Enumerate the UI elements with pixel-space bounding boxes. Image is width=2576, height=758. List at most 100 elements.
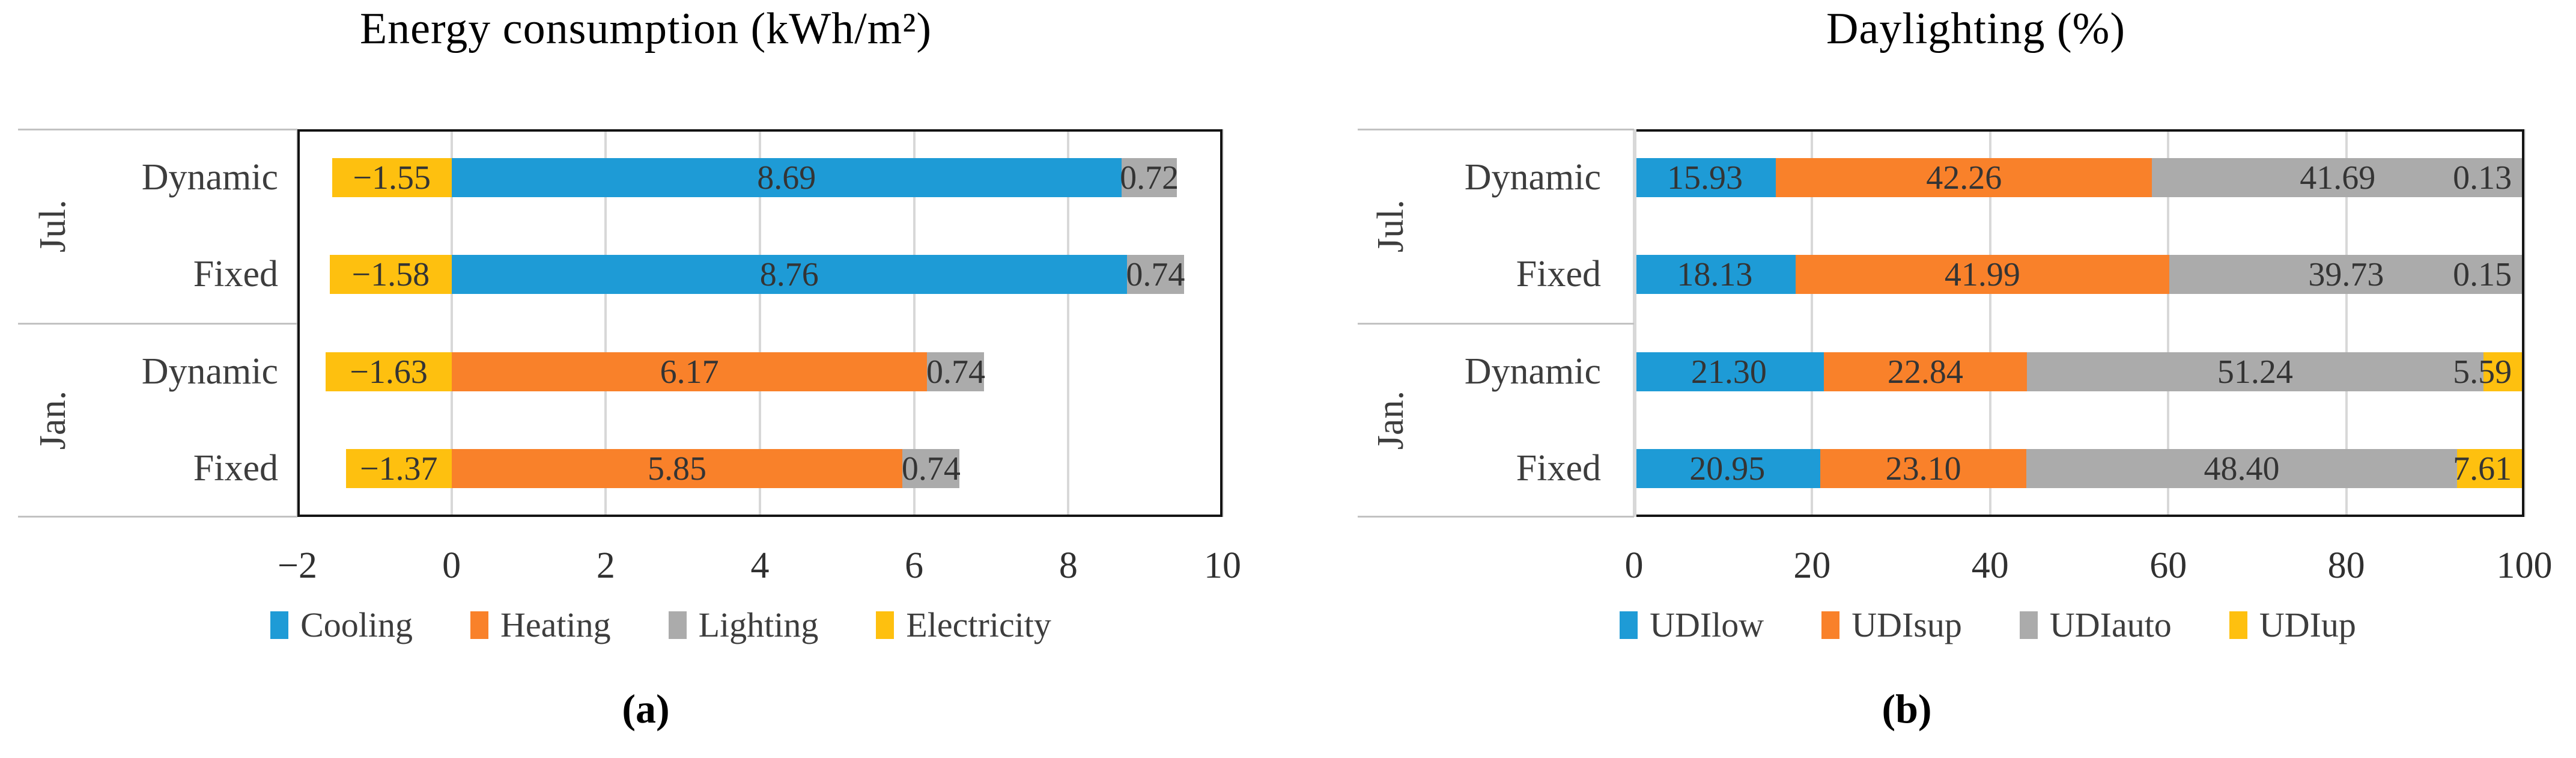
legend: UDIlow UDIsup UDIauto UDIup — [1346, 607, 2576, 643]
data-label: 7.61 — [2453, 450, 2512, 488]
bar-segment-udiauto — [2152, 158, 2524, 198]
legend-item: UDIup — [2229, 607, 2356, 643]
bar-segment-lighting — [1126, 255, 1184, 295]
legend-swatch-electricity-icon — [876, 611, 895, 639]
axis-tick-label: 4 — [750, 545, 770, 586]
data-label: 20.95 — [1689, 450, 1766, 488]
axis-tick-label: 10 — [1204, 545, 1241, 586]
bar-segment-udisup — [1795, 255, 2169, 295]
bar-segment-udiup — [2483, 352, 2524, 391]
gridline — [1988, 129, 1991, 517]
bars-layer: 15.93 42.26 41.69 0.13 18.13 41.99 39.73 0.15 21… — [1634, 129, 2524, 517]
bar-segment-heating — [451, 352, 928, 391]
gridline — [1634, 129, 1636, 517]
axis-tick-label: 20 — [1793, 545, 1831, 586]
bar-segment-udiauto — [2169, 255, 2523, 295]
bar-segment-heating — [451, 448, 903, 488]
data-label: −1.55 — [353, 159, 431, 197]
data-label: 0.74 — [901, 450, 961, 488]
axis-separator-line — [18, 322, 297, 325]
category-label: Dynamic — [141, 350, 278, 392]
data-label: −1.37 — [359, 450, 438, 488]
data-label: 8.76 — [759, 256, 819, 294]
category-label: Dynamic — [1464, 157, 1601, 198]
bar-segment-electricity — [332, 158, 452, 198]
legend-swatch-udiup-icon — [2229, 611, 2247, 639]
bar-segment-lighting — [927, 352, 985, 391]
legend-label: Electricity — [906, 605, 1051, 644]
gridline — [759, 129, 761, 517]
data-label: 18.13 — [1677, 256, 1753, 294]
data-label: 39.73 — [2308, 256, 2384, 294]
legend-label: UDIsup — [1852, 605, 1962, 644]
bar-segment-udiauto — [2026, 448, 2458, 488]
data-label: 0.72 — [1120, 159, 1179, 197]
legend-label: UDIlow — [1650, 605, 1764, 644]
data-label: 5.85 — [648, 450, 707, 488]
legend-item: Electricity — [876, 607, 1051, 643]
axis-tick-label: 6 — [905, 545, 924, 586]
legend-label: Heating — [500, 605, 611, 644]
legend-label: UDIauto — [2049, 605, 2172, 644]
legend-label: Cooling — [300, 605, 413, 644]
bar-segment-udisup — [1823, 352, 2028, 391]
axis-tick-label: 40 — [1971, 545, 2009, 586]
axis-tick-label: 100 — [2496, 545, 2553, 586]
bar-segment-electricity — [326, 352, 452, 391]
legend-swatch-cooling-icon — [270, 611, 289, 639]
data-label: 0.74 — [1126, 256, 1185, 294]
axis-tick-label: 8 — [1059, 545, 1078, 586]
legend-item: Heating — [470, 607, 611, 643]
data-label: 22.84 — [1887, 353, 1963, 391]
bar-segment-udiup — [2457, 448, 2524, 488]
figure-caption: (a) — [622, 686, 670, 732]
bar-segment-udiup — [2523, 255, 2524, 295]
bar-segment-cooling — [451, 255, 1127, 295]
data-label: 51.24 — [2217, 353, 2293, 391]
bar-segment-udilow — [1634, 255, 1796, 295]
data-label: 5.59 — [2453, 353, 2512, 391]
bars-layer: −1.55 8.69 0.72 −1.58 8.76 0.74 −1.63 6.17 0.74 −… — [297, 129, 1223, 517]
category-label: Fixed — [193, 447, 278, 489]
category-label: Fixed — [193, 254, 278, 295]
bar-segment-lighting — [1121, 158, 1177, 198]
category-label: Dynamic — [141, 157, 278, 198]
chart-title: Daylighting (%) — [1826, 4, 2125, 53]
data-label: −1.63 — [350, 353, 428, 391]
legend-swatch-udisup-icon — [1821, 611, 1840, 639]
axis-tick-label: −2 — [278, 545, 317, 586]
legend-swatch-udilow-icon — [1620, 611, 1638, 639]
bar-segment-udilow — [1634, 448, 1821, 488]
data-label: −1.58 — [351, 256, 430, 294]
legend-item: UDIauto — [2019, 605, 2172, 644]
axis-tick-label: 0 — [442, 545, 461, 586]
gridline — [2167, 129, 2170, 517]
gridline — [1067, 129, 1070, 517]
bar-segment-udiauto — [2027, 352, 2483, 391]
bar-segment-udiup — [2523, 158, 2524, 198]
legend: Cooling Heating Lighting Electricity — [15, 607, 1307, 643]
category-label: Dynamic — [1464, 350, 1601, 392]
bar-segment-electricity — [329, 255, 452, 295]
bar-segment-udisup — [1820, 448, 2026, 488]
plot-area: −1.55 8.69 0.72 −1.58 8.76 0.74 −1.63 6.17 0.74 −… — [296, 129, 1224, 517]
legend-item: Lighting — [668, 607, 818, 643]
data-label: 48.40 — [2204, 450, 2280, 488]
axis-separator-line — [1358, 516, 1634, 518]
energy-consumption-chart: Energy consumption (kWh/m²) −1.55 8.69 0.72… — [18, 4, 1241, 732]
legend-swatch-lighting-icon — [668, 611, 687, 639]
category-label: Fixed — [1516, 254, 1601, 295]
data-label: 6.17 — [660, 353, 719, 391]
gridline — [1221, 129, 1224, 517]
data-label: 41.99 — [1944, 256, 2020, 294]
legend-label: UDIup — [2259, 605, 2356, 644]
data-label: 23.10 — [1885, 450, 1961, 488]
plot-area: 15.93 42.26 41.69 0.13 18.13 41.99 39.73 0.15 21… — [1633, 129, 2526, 517]
axis-tick-label: 2 — [596, 545, 615, 586]
gridline — [1811, 129, 1814, 517]
chart-title: Energy consumption (kWh/m²) — [359, 4, 932, 53]
category-label: Fixed — [1516, 447, 1601, 489]
data-label: 8.69 — [757, 159, 816, 197]
axis-separator-line — [18, 516, 297, 518]
bar-segment-electricity — [345, 448, 452, 488]
